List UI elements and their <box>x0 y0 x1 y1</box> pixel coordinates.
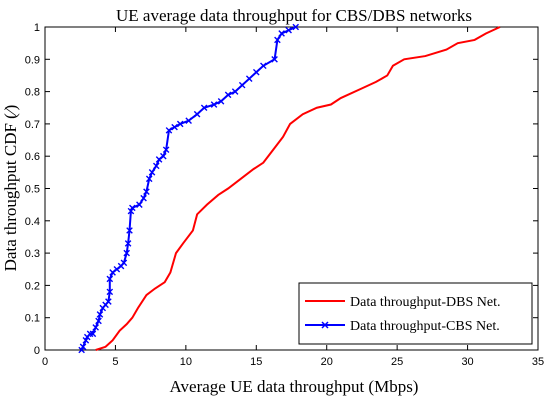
data-point-marker <box>92 324 100 331</box>
y-tick-label: 1 <box>34 22 40 34</box>
y-tick-label: 0.1 <box>25 313 40 325</box>
axis-ticks: 0 5 10 15 20 25 30 35 0 0.1 0.2 0.3 0.4 0.5 0.6 0.7 0.8 0… <box>25 22 544 368</box>
data-point-marker <box>271 56 278 63</box>
data-point-marker <box>148 169 156 176</box>
x-tick-label: 0 <box>42 356 48 368</box>
data-point-marker <box>143 188 150 196</box>
y-tick-label: 0.2 <box>25 280 40 292</box>
legend-marker <box>321 321 329 329</box>
data-point-marker <box>155 156 163 163</box>
data-point-marker <box>106 275 114 283</box>
series-line <box>80 26 297 351</box>
data-point-marker <box>160 152 167 160</box>
data-point-marker <box>105 298 112 305</box>
data-point-marker <box>140 194 147 202</box>
data-point-marker <box>224 91 232 99</box>
data-point-marker <box>106 288 114 296</box>
data-point-marker <box>162 146 170 154</box>
data-point-marker <box>278 30 285 37</box>
data-point-marker <box>95 317 102 325</box>
data-point-marker <box>252 68 260 76</box>
data-point-marker <box>165 127 173 134</box>
y-tick-label: 0.8 <box>25 87 40 99</box>
y-tick-label: 0.4 <box>25 216 40 228</box>
y-tick-label: 0.3 <box>25 248 40 260</box>
data-point-marker <box>96 311 104 318</box>
data-point-marker <box>231 88 239 95</box>
x-tick-label: 20 <box>321 356 333 368</box>
data-point-marker <box>185 117 192 124</box>
x-tick-label: 5 <box>112 356 118 368</box>
y-tick-label: 0 <box>34 345 40 357</box>
data-point-marker <box>210 101 218 108</box>
y-axis-label: Data throughput CDF (⁄) <box>1 105 20 272</box>
y-tick-label: 0.5 <box>25 184 40 196</box>
x-tick-label: 10 <box>180 356 192 368</box>
data-point-marker <box>145 175 153 183</box>
data-point-marker <box>200 104 208 112</box>
data-point-marker <box>120 259 128 267</box>
x-tick-label: 25 <box>391 356 403 368</box>
series-layer <box>78 23 501 354</box>
data-point-marker <box>245 75 253 82</box>
data-point-marker <box>171 123 178 131</box>
x-tick-label: 35 <box>532 356 544 368</box>
data-point-marker <box>274 36 281 44</box>
data-point-marker <box>113 265 121 273</box>
x-tick-label: 15 <box>250 356 262 368</box>
chart-title: UE average data throughput for CBS/DBS n… <box>116 6 472 25</box>
data-point-marker <box>285 26 292 34</box>
data-point-marker <box>124 240 132 247</box>
data-point-marker <box>109 269 116 276</box>
x-tick-label: 30 <box>461 356 473 368</box>
data-point-marker <box>193 110 201 118</box>
data-point-marker <box>126 227 133 234</box>
data-point-marker <box>79 343 87 351</box>
data-point-marker <box>260 62 267 70</box>
data-point-marker <box>152 162 160 170</box>
x-axis-label: Average UE data throughput (Mbps) <box>170 377 419 396</box>
y-tick-label: 0.6 <box>25 151 40 163</box>
data-point-marker <box>123 249 130 257</box>
data-point-marker <box>136 201 143 208</box>
data-point-marker <box>176 120 184 128</box>
legend-label: Data throughput-DBS Net. <box>350 295 500 310</box>
series-1 <box>95 26 501 351</box>
y-tick-label: 0.7 <box>25 119 40 131</box>
y-tick-label: 0.9 <box>25 54 40 66</box>
series-2 <box>78 23 300 354</box>
legend-box <box>298 282 533 345</box>
legend-label: Data throughput-CBS Net. <box>350 319 500 334</box>
series-line <box>95 26 501 351</box>
legend: Data throughput-DBS Net. Data throughput-… <box>298 282 533 345</box>
data-point-marker <box>292 23 300 31</box>
data-point-marker <box>129 204 136 212</box>
data-point-marker <box>89 330 97 338</box>
data-point-marker <box>217 97 225 105</box>
data-point-marker <box>238 81 246 89</box>
